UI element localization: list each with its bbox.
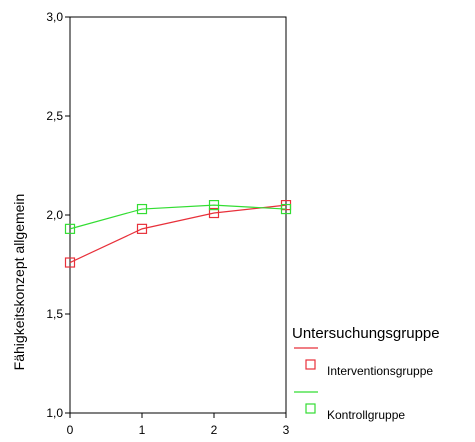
x-tick-label: 3 xyxy=(283,423,290,437)
legend-label: Kontrollgruppe xyxy=(327,408,405,422)
series-line xyxy=(70,205,286,262)
y-axis-title: Fähigkeitskonzept allgemein xyxy=(11,194,27,371)
x-tick-label: 2 xyxy=(211,423,218,437)
legend: Untersuchungsgruppe Interventionsgruppe K… xyxy=(292,325,440,422)
legend-label: Interventionsgruppe xyxy=(327,364,433,378)
x-tick-label: 1 xyxy=(139,423,146,437)
y-tick-label: 3,0 xyxy=(46,10,63,24)
plot-frame xyxy=(70,17,286,413)
y-tick-label: 1,5 xyxy=(46,307,63,321)
legend-title: Untersuchungsgruppe xyxy=(292,325,440,342)
x-axis: 0 1 2 3 xyxy=(67,413,290,437)
x-tick-label: 0 xyxy=(67,423,74,437)
legend-marker xyxy=(306,360,315,369)
y-tick-label: 1,0 xyxy=(46,406,63,420)
y-tick-label: 2,5 xyxy=(46,109,63,123)
y-tick-label: 2,0 xyxy=(46,208,63,222)
legend-marker xyxy=(306,404,315,413)
series-layer xyxy=(66,201,291,267)
y-axis: 1,0 1,5 2,0 2,5 3,0 xyxy=(46,10,70,420)
